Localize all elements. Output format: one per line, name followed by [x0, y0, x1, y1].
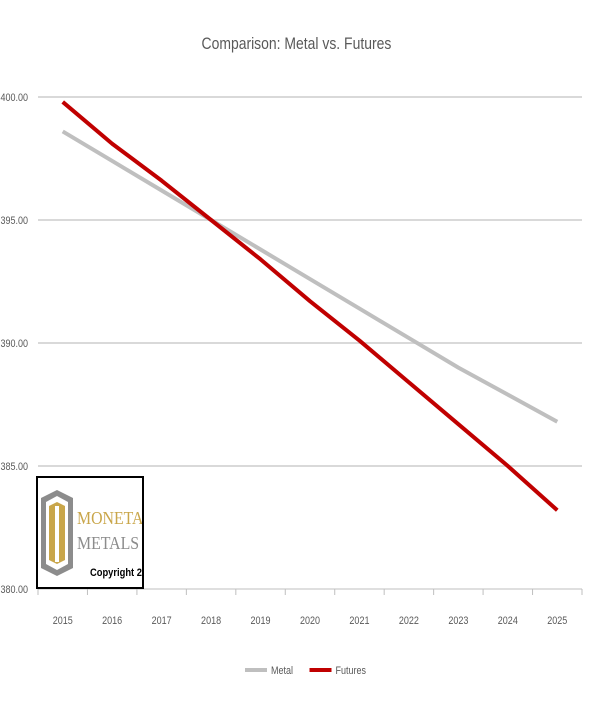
logo-copyright: Copyright 2015: [90, 567, 142, 579]
legend-label-metal: Metal: [271, 665, 293, 677]
x-tick-label: 2023: [448, 615, 468, 627]
series-line-futures: [61, 100, 559, 512]
y-tick-label: 395.00: [0, 215, 28, 227]
x-tick-label: 2016: [102, 615, 122, 627]
x-tick-label: 2024: [498, 615, 518, 627]
logo-mark-icon: [41, 490, 73, 576]
monetary-metals-logo: MONETARY METALS Copyright 2015: [36, 476, 144, 589]
logo-word-metals: METALS: [77, 533, 140, 553]
y-tick-label: 400.00: [0, 92, 28, 104]
x-tick-label: 2025: [547, 615, 567, 627]
legend-label-futures: Futures: [336, 665, 367, 677]
x-tick-label: 2020: [300, 615, 320, 627]
y-tick-label: 380.00: [0, 584, 28, 596]
logo-word-monetary: MONETARY: [77, 508, 144, 528]
x-tick-label: 2018: [201, 615, 221, 627]
x-tick-label: 2022: [399, 615, 419, 627]
chart-title: Comparison: Metal vs. Futures: [201, 34, 392, 53]
x-tick-label: 2015: [53, 615, 73, 627]
y-tick-label: 390.00: [0, 338, 28, 350]
y-tick-label: 385.00: [0, 461, 28, 473]
x-tick-label: 2019: [251, 615, 271, 627]
x-tick-label: 2021: [349, 615, 369, 627]
series-line-metal: [61, 129, 559, 424]
x-tick-label: 2017: [152, 615, 172, 627]
